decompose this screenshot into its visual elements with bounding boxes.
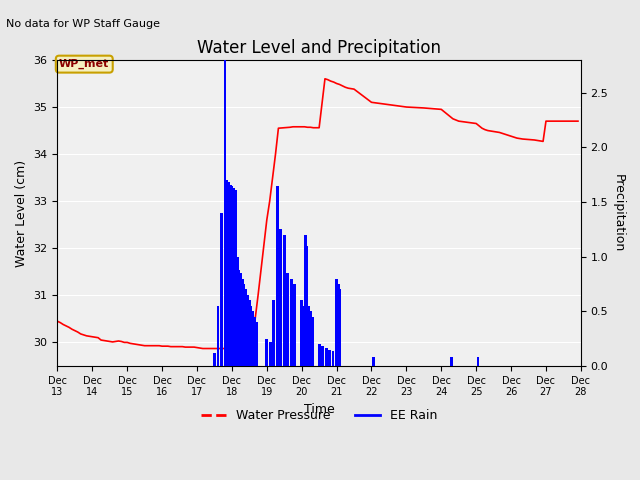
Bar	[372, 357, 374, 366]
Bar	[230, 186, 234, 366]
Bar	[309, 312, 312, 366]
Bar	[266, 338, 268, 366]
Bar	[321, 346, 324, 366]
Bar	[223, 60, 227, 366]
Bar	[252, 312, 254, 366]
Bar	[213, 353, 216, 366]
Y-axis label: Precipitation: Precipitation	[612, 174, 625, 252]
Bar	[232, 188, 235, 366]
Bar	[243, 284, 246, 366]
Bar	[337, 284, 340, 366]
Bar	[220, 213, 223, 366]
Bar	[225, 180, 228, 366]
Bar	[273, 300, 275, 366]
Bar	[228, 184, 232, 366]
Bar	[332, 350, 335, 366]
X-axis label: Time: Time	[304, 403, 335, 416]
Bar	[216, 306, 220, 366]
Bar	[255, 322, 258, 366]
Bar	[328, 349, 331, 366]
Bar	[244, 289, 247, 366]
Bar	[300, 300, 303, 366]
Bar	[248, 300, 251, 366]
Bar	[250, 306, 252, 366]
Bar	[241, 278, 244, 366]
Bar	[276, 186, 278, 366]
Bar	[324, 348, 328, 366]
Bar	[234, 190, 237, 366]
Bar	[239, 273, 242, 366]
Bar	[451, 357, 453, 366]
Bar	[279, 229, 282, 366]
Bar	[286, 273, 289, 366]
Bar	[237, 270, 240, 366]
Bar	[302, 306, 305, 366]
Bar	[236, 257, 239, 366]
Bar	[246, 295, 249, 366]
Bar	[253, 317, 256, 366]
Bar	[477, 357, 479, 366]
Text: WP_met: WP_met	[59, 59, 109, 69]
Bar	[305, 246, 308, 366]
Bar	[311, 317, 314, 366]
Y-axis label: Water Level (cm): Water Level (cm)	[15, 159, 28, 266]
Bar	[283, 235, 285, 366]
Bar	[269, 342, 271, 366]
Bar	[227, 182, 230, 366]
Text: No data for WP Staff Gauge: No data for WP Staff Gauge	[6, 19, 161, 29]
Legend: Water Pressure, EE Rain: Water Pressure, EE Rain	[196, 404, 443, 427]
Bar	[335, 278, 338, 366]
Bar	[317, 344, 321, 366]
Bar	[339, 289, 342, 366]
Bar	[307, 306, 310, 366]
Bar	[293, 284, 296, 366]
Title: Water Level and Precipitation: Water Level and Precipitation	[197, 39, 441, 57]
Bar	[290, 278, 292, 366]
Bar	[304, 235, 307, 366]
